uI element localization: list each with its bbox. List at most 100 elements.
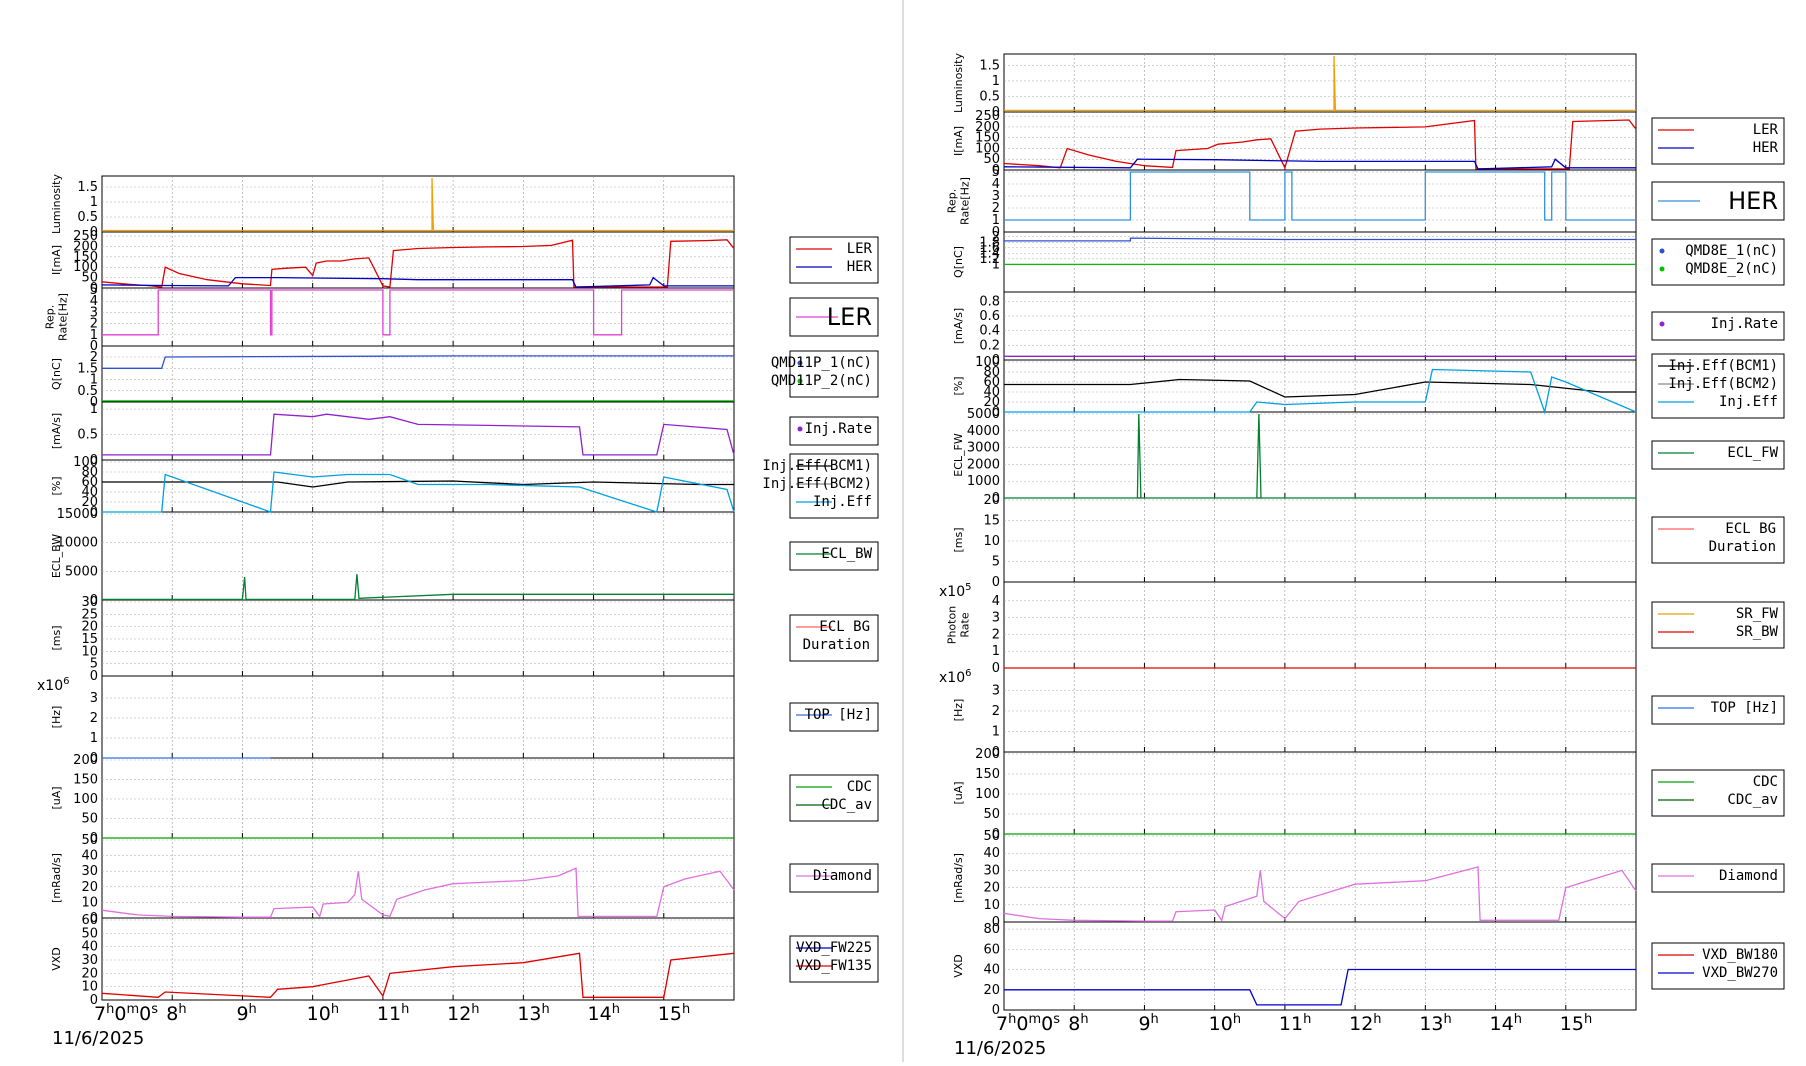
tick-label-x: 11h xyxy=(377,1002,409,1025)
tick-label-y: 20 xyxy=(81,495,98,510)
tick-label-x: 14h xyxy=(588,1002,620,1025)
tick-label-y: 150 xyxy=(975,767,1000,782)
tick-label-y: 1.4 xyxy=(979,246,1000,261)
axis-multiplier-exp: 6 xyxy=(63,676,69,687)
legend-entry-label: TOP [Hz] xyxy=(805,707,872,723)
axis-label-y: [uA] xyxy=(50,786,63,809)
axis-label-y: Luminosity xyxy=(952,53,965,113)
legend-box xyxy=(1651,516,1785,564)
legend-box xyxy=(1651,353,1785,419)
legend-swatch xyxy=(1659,248,1665,254)
series-line-luminosity xyxy=(1004,55,1636,112)
tick-label-y: 5 xyxy=(90,657,98,672)
tick-label-x-unit: h xyxy=(1584,1012,1592,1027)
tick-label-y: 0 xyxy=(992,575,1000,590)
tick-label-x-unit: h xyxy=(612,1002,620,1017)
axis-label-y: [ms] xyxy=(952,527,965,552)
legend-entry-label: Inj.Rate xyxy=(1711,316,1778,332)
tick-label-y: 0.4 xyxy=(979,324,1000,339)
legend-entry-label: CDC_av xyxy=(821,797,872,813)
tick-label-y: 0 xyxy=(90,395,98,410)
tick-label-x-part: 0 xyxy=(139,1003,151,1025)
axis-label-y: ECL_BW xyxy=(50,534,63,578)
tick-label-y: 0 xyxy=(90,669,98,684)
tick-label-y: 10000 xyxy=(57,536,98,551)
legend-swatch xyxy=(1659,266,1665,272)
tick-label-x-unit: s xyxy=(1053,1012,1060,1027)
tick-label-x-unit: m xyxy=(1028,1012,1041,1027)
tick-label-y: 1.2 xyxy=(979,252,1000,267)
tick-label-y: 50 xyxy=(81,833,98,848)
tick-label-y: 10 xyxy=(983,898,1000,913)
tick-label-y: 0 xyxy=(90,281,98,296)
tick-label-y: 200 xyxy=(73,753,98,768)
tick-label-y: 5 xyxy=(90,283,98,298)
series-line-her xyxy=(101,276,734,288)
legend-entry-label: CDC xyxy=(847,779,872,795)
series-line-inj-eff xyxy=(102,471,735,513)
tick-label-y: 0.8 xyxy=(979,294,1000,309)
tick-label-x: 9h xyxy=(236,1002,256,1025)
series-line-inj-rate xyxy=(102,413,735,456)
tick-label-y: 2 xyxy=(992,230,1000,245)
legend-entry-label: Inj.Rate xyxy=(805,421,872,437)
tick-label-y: 40 xyxy=(81,940,98,955)
tick-label-x: 15h xyxy=(1560,1012,1592,1035)
tick-label-x-unit: h xyxy=(331,1002,339,1017)
tick-label-y: 3000 xyxy=(967,441,1000,456)
tick-label-x-unit: h xyxy=(1444,1012,1452,1027)
axis-label-y: Rate[Hz] xyxy=(57,293,70,341)
tick-label-y: 100 xyxy=(975,141,1000,156)
series-line-luminosity xyxy=(102,177,734,232)
tick-label-y: 20 xyxy=(81,966,98,981)
tick-label-y: 1000 xyxy=(967,474,1000,489)
tick-label-x: 15h xyxy=(658,1002,690,1025)
legend-entry-label: Inj.Eff(BCM1) xyxy=(762,458,872,474)
plot-frame xyxy=(1003,53,1637,1011)
tick-label-y: 0.5 xyxy=(77,210,98,225)
legend-entry-label: CDC_av xyxy=(1727,792,1778,808)
legend-entry-label: VXD_FW225 xyxy=(796,940,872,956)
tick-label-y: 1 xyxy=(992,644,1000,659)
tick-label-x: 11h xyxy=(1279,1012,1311,1035)
tick-label-y: 0 xyxy=(992,1003,1000,1018)
tick-label-y: 3 xyxy=(90,305,98,320)
tick-label-y: 5 xyxy=(992,555,1000,570)
tick-label-y: 200 xyxy=(975,120,1000,135)
tick-label-y: 0 xyxy=(992,827,1000,842)
axis-label-y: [ms] xyxy=(50,625,63,650)
tick-label-y: 30 xyxy=(81,953,98,968)
tick-label-x-unit: h xyxy=(106,1002,114,1017)
series-line-qmd11p-1-nc- xyxy=(102,355,734,369)
tick-label-x-unit: s xyxy=(151,1002,158,1017)
legend-entry-label: SR_FW xyxy=(1736,606,1779,622)
tick-label-y: 0 xyxy=(90,993,98,1008)
series-line-vxd-bw270 xyxy=(1004,968,1636,1006)
tick-label-y: 0 xyxy=(992,661,1000,676)
axis-label-y: Q[nC] xyxy=(952,246,965,278)
legend-entry-label: Inj.Eff(BCM2) xyxy=(1668,376,1778,392)
tick-label-y: 10 xyxy=(81,980,98,995)
legend-entry-label: TOP [Hz] xyxy=(1711,700,1778,716)
tick-label-y: 40 xyxy=(81,849,98,864)
series-line-inj-eff xyxy=(1004,368,1637,415)
tick-label-y: 20 xyxy=(81,880,98,895)
tick-label-y: 60 xyxy=(983,942,1000,957)
tick-label-y: 20 xyxy=(983,493,1000,508)
tick-label-y: 0 xyxy=(992,225,1000,240)
tick-label-x: 13h xyxy=(517,1002,549,1025)
tick-label-y: 0 xyxy=(992,163,1000,178)
series-line-her xyxy=(1003,158,1636,170)
legend-box xyxy=(1651,695,1785,725)
legend-entry-label: HER xyxy=(847,259,873,275)
axis-label-y: Rep. xyxy=(44,305,57,329)
legend-box xyxy=(789,702,879,732)
tick-label-x-unit: h xyxy=(1233,1012,1241,1027)
tick-label-y: 2 xyxy=(90,711,98,726)
legend-entry-label: Inj.Eff(BCM2) xyxy=(762,476,872,492)
tick-label-y: 100 xyxy=(975,787,1000,802)
axis-label-y: [mA/s] xyxy=(952,308,965,344)
legend-box xyxy=(789,614,879,662)
tick-label-x-unit: h xyxy=(401,1002,409,1017)
legend-entry-label: VXD_BW270 xyxy=(1702,965,1778,981)
